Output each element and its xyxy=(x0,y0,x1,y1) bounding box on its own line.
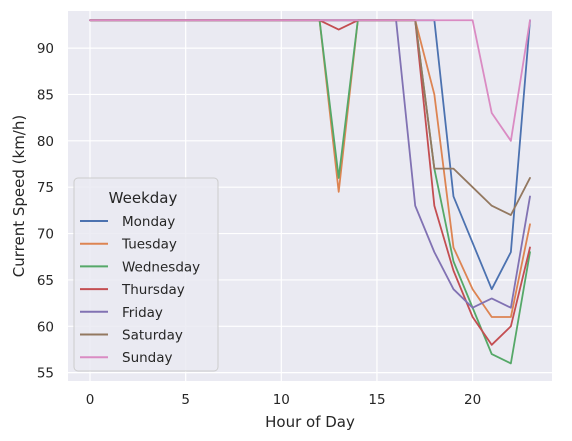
y-axis-ticks: 55 60 65 70 75 80 85 90 xyxy=(37,41,54,382)
x-tick-label: 20 xyxy=(464,392,481,408)
x-tick-label: 10 xyxy=(273,392,290,408)
y-tick-label: 60 xyxy=(37,319,54,335)
legend-entry: Thursday xyxy=(121,282,185,298)
legend-title: Weekday xyxy=(109,189,178,207)
legend-entry: Monday xyxy=(122,214,175,230)
y-tick-label: 75 xyxy=(37,180,54,196)
legend-box xyxy=(73,177,219,372)
x-tick-label: 5 xyxy=(181,392,190,408)
y-tick-label: 80 xyxy=(37,134,54,150)
legend: Weekday Monday Tuesday Wednesday Thursday Fr… xyxy=(73,177,219,372)
y-tick-label: 70 xyxy=(37,227,54,243)
x-tick-label: 15 xyxy=(368,392,385,408)
y-tick-label: 90 xyxy=(37,41,54,57)
y-tick-label: 85 xyxy=(37,87,54,103)
legend-entry: Tuesday xyxy=(121,237,177,253)
x-axis-ticks: 0 5 10 15 20 xyxy=(86,392,481,408)
legend-entry: Sunday xyxy=(122,350,173,366)
y-axis-label: Current Speed (km/h) xyxy=(10,115,28,277)
legend-entry: Saturday xyxy=(122,328,183,344)
legend-entry: Wednesday xyxy=(122,259,200,275)
x-axis-label: Hour of Day xyxy=(265,413,355,431)
y-tick-label: 55 xyxy=(37,366,54,382)
legend-entry: Friday xyxy=(122,305,163,321)
y-tick-label: 65 xyxy=(37,273,54,289)
series-line-sunday xyxy=(89,19,531,142)
series-lines xyxy=(89,19,531,365)
x-tick-label: 0 xyxy=(86,392,95,408)
